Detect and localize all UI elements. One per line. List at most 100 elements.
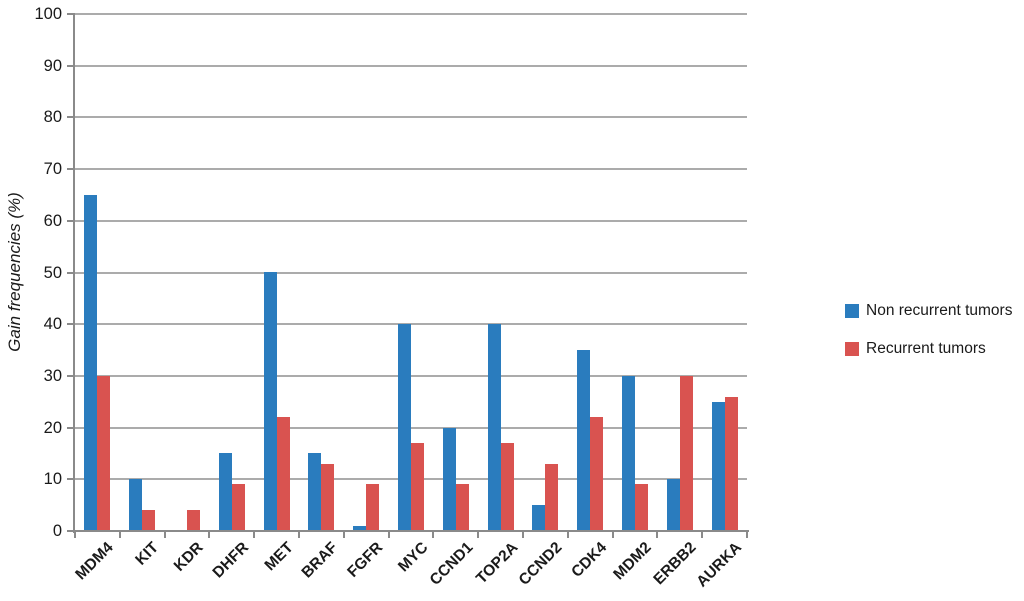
y-tick-mark xyxy=(67,116,75,119)
y-axis-title: Gain frequencies (%) xyxy=(5,192,24,352)
x-category-label-text: ERBB2 xyxy=(650,539,701,589)
x-tick-mark xyxy=(298,531,300,538)
legend-swatch-icon xyxy=(845,304,859,318)
bar-AURKA-non-recurrent xyxy=(712,402,725,531)
x-tick-mark xyxy=(566,531,569,538)
bar-CCND2-non-recurrent xyxy=(532,505,545,531)
y-gridline xyxy=(75,64,747,67)
x-category-label-text: MDM2 xyxy=(610,539,656,584)
legend-item: Non recurrent tumors xyxy=(845,302,1012,320)
y-tick-mark xyxy=(67,168,75,171)
y-tick-label: 80 xyxy=(43,108,62,127)
bar-CDK4-non-recurrent xyxy=(577,350,590,531)
bar-AURKA-recurrent xyxy=(725,397,738,531)
x-tick-mark xyxy=(118,531,121,538)
x-category-label-text: AURKA xyxy=(693,539,746,591)
y-tick-mark xyxy=(67,323,75,326)
y-tick-mark xyxy=(67,478,75,481)
x-tick-mark xyxy=(163,531,166,538)
y-tick-label: 40 xyxy=(43,315,62,334)
bar-MET-non-recurrent xyxy=(264,272,277,531)
legend-swatch-icon xyxy=(845,342,859,356)
y-tick-mark xyxy=(67,426,75,429)
bar-MDM2-non-recurrent xyxy=(622,376,635,531)
x-tick-mark xyxy=(208,531,211,538)
bar-KIT-non-recurrent xyxy=(129,479,142,531)
x-category-label-text: MYC xyxy=(394,539,432,576)
x-category-label-text: BRAF xyxy=(298,539,342,582)
y-tick-mark xyxy=(67,271,75,274)
x-category-label-text: KDR xyxy=(171,539,208,575)
x-tick-mark xyxy=(253,531,256,538)
y-gridline xyxy=(75,219,747,222)
bar-MDM4-non-recurrent xyxy=(84,195,97,531)
y-tick-label: 70 xyxy=(43,160,62,179)
bar-TOP2A-non-recurrent xyxy=(488,324,501,531)
bar-BRAF-recurrent xyxy=(321,464,334,531)
bar-CDK4-recurrent xyxy=(590,417,603,531)
y-gridline xyxy=(75,271,747,274)
bar-CCND1-non-recurrent xyxy=(443,428,456,531)
bar-ERBB2-recurrent xyxy=(680,376,693,531)
y-gridline xyxy=(75,116,747,119)
x-category-label-text: MET xyxy=(261,539,298,575)
y-tick-mark xyxy=(67,530,75,532)
y-tick-label: 60 xyxy=(43,211,62,230)
y-gridline xyxy=(75,13,747,15)
y-axis-line xyxy=(73,14,75,533)
y-gridline xyxy=(75,374,747,377)
bar-MDM2-recurrent xyxy=(635,484,648,531)
bar-MYC-recurrent xyxy=(411,443,424,531)
bar-ERBB2-non-recurrent xyxy=(667,479,680,531)
x-category-label-text: TOP2A xyxy=(472,539,522,588)
y-tick-label: 100 xyxy=(34,5,62,23)
bar-MYC-non-recurrent xyxy=(398,324,411,531)
x-category-label-text: CCND2 xyxy=(515,539,566,589)
x-category-label-text: DHFR xyxy=(209,539,253,582)
x-category-label-text: KIT xyxy=(132,539,163,569)
x-tick-mark xyxy=(611,531,614,538)
x-tick-mark xyxy=(477,531,480,538)
bar-KIT-recurrent xyxy=(142,510,155,531)
x-tick-mark xyxy=(387,531,390,538)
y-gridline xyxy=(75,426,747,429)
y-tick-label: 90 xyxy=(43,56,62,75)
x-tick-mark xyxy=(342,531,345,538)
y-tick-mark xyxy=(67,64,75,67)
bar-DHFR-recurrent xyxy=(232,484,245,531)
x-tick-mark xyxy=(74,531,76,538)
y-tick-mark xyxy=(67,13,75,15)
bar-FGFR-non-recurrent xyxy=(353,526,366,531)
x-category-label-text: FGFR xyxy=(344,539,387,581)
x-tick-mark xyxy=(701,531,704,538)
x-category-label-text: MDM4 xyxy=(72,539,118,584)
y-tick-label: 10 xyxy=(43,470,62,489)
bar-MDM4-recurrent xyxy=(97,376,110,531)
x-tick-mark xyxy=(656,531,659,538)
legend-label: Recurrent tumors xyxy=(866,340,986,357)
y-tick-label: 50 xyxy=(43,263,62,282)
y-gridline xyxy=(75,323,747,326)
bar-CCND1-recurrent xyxy=(456,484,469,531)
x-tick-mark xyxy=(522,531,524,538)
bar-BRAF-non-recurrent xyxy=(308,453,321,531)
bar-FGFR-recurrent xyxy=(366,484,379,531)
legend-label: Non recurrent tumors xyxy=(866,302,1013,319)
legend-item: Recurrent tumors xyxy=(845,340,1012,358)
x-tick-mark xyxy=(432,531,435,538)
x-axis-line xyxy=(73,530,749,532)
bar-TOP2A-recurrent xyxy=(501,443,514,531)
bar-KDR-recurrent xyxy=(187,510,200,531)
x-category-label-text: CCND1 xyxy=(426,539,477,589)
y-tick-mark xyxy=(67,374,75,377)
y-tick-label: 0 xyxy=(52,522,62,540)
bar-CCND2-recurrent xyxy=(545,464,558,531)
y-tick-mark xyxy=(67,219,75,222)
y-tick-label: 20 xyxy=(43,418,62,437)
y-gridline xyxy=(75,168,747,171)
legend: Non recurrent tumors Recurrent tumors xyxy=(845,302,1012,378)
bar-MET-recurrent xyxy=(277,417,290,531)
x-category-label-text: CDK4 xyxy=(568,539,611,581)
bar-DHFR-non-recurrent xyxy=(219,453,232,531)
